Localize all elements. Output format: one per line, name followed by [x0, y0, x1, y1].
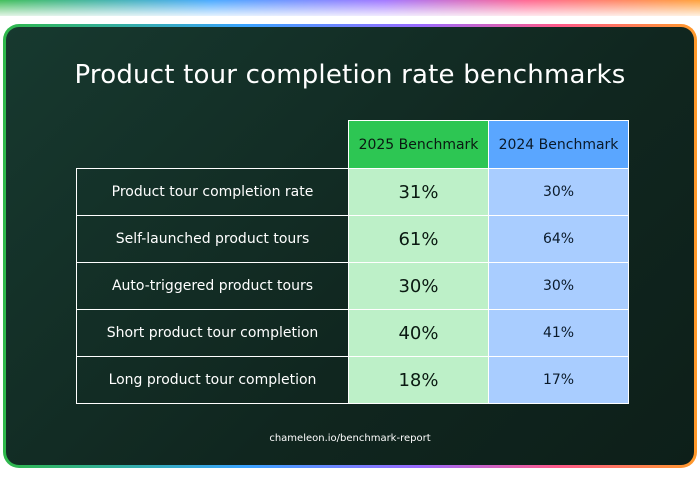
value-2024: 30%	[488, 262, 629, 310]
column-header-2024: 2024 Benchmark	[488, 120, 629, 169]
benchmark-card: Product tour completion rate benchmarks …	[3, 24, 697, 468]
row-label: Product tour completion rate	[76, 168, 349, 216]
column-header-2025: 2025 Benchmark	[348, 120, 489, 169]
benchmark-table: 2025 Benchmark 2024 Benchmark Product to…	[76, 120, 629, 404]
value-2025: 31%	[348, 168, 489, 216]
top-gradient-bar	[0, 0, 700, 16]
table-corner	[77, 121, 349, 169]
value-2025: 30%	[348, 262, 489, 310]
row-label: Long product tour completion	[76, 356, 349, 404]
table-row: Auto-triggered product tours 30% 30%	[76, 262, 629, 310]
row-label: Auto-triggered product tours	[76, 262, 349, 310]
table-row: Product tour completion rate 31% 30%	[76, 168, 629, 216]
table-row: Self-launched product tours 61% 64%	[76, 215, 629, 263]
row-label: Short product tour completion	[76, 309, 349, 357]
value-2025: 40%	[348, 309, 489, 357]
table-row: Long product tour completion 18% 17%	[76, 356, 629, 404]
value-2025: 18%	[348, 356, 489, 404]
table-row: Short product tour completion 40% 41%	[76, 309, 629, 357]
row-label: Self-launched product tours	[76, 215, 349, 263]
value-2024: 41%	[488, 309, 629, 357]
value-2025: 61%	[348, 215, 489, 263]
value-2024: 30%	[488, 168, 629, 216]
value-2024: 17%	[488, 356, 629, 404]
page-title: Product tour completion rate benchmarks	[74, 60, 626, 90]
value-2024: 64%	[488, 215, 629, 263]
footer-link-text: chameleon.io/benchmark-report	[269, 433, 431, 444]
table-header-row: 2025 Benchmark 2024 Benchmark	[77, 120, 629, 169]
